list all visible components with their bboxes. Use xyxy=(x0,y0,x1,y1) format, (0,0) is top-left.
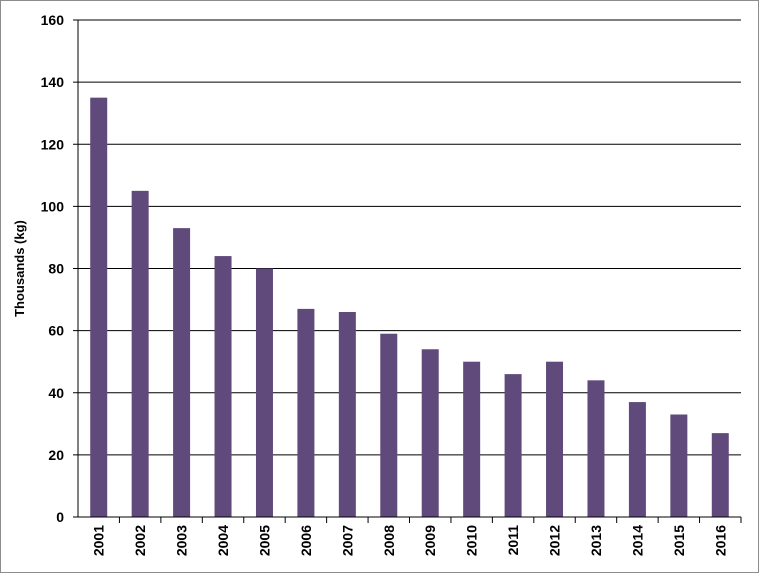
x-tick-label: 2015 xyxy=(671,525,687,556)
x-tick-label: 2007 xyxy=(339,525,355,556)
bar-2016 xyxy=(711,433,729,517)
x-tick-label: 2006 xyxy=(298,525,314,556)
axes xyxy=(73,19,742,523)
y-axis-label: Thousands (kg) xyxy=(12,220,27,317)
x-tick-label: 2004 xyxy=(215,525,231,556)
bar-2013 xyxy=(587,380,605,517)
x-tick-label: 2013 xyxy=(588,525,604,556)
y-tick-label: 160 xyxy=(41,12,65,28)
bar-2012 xyxy=(546,361,564,517)
bar-2001 xyxy=(90,97,108,517)
x-tick-label: 2002 xyxy=(132,525,148,556)
x-tick-label: 2005 xyxy=(256,525,272,556)
y-tick-label: 0 xyxy=(56,509,64,525)
x-tick-label: 2012 xyxy=(547,525,563,556)
y-tick-label: 120 xyxy=(41,136,65,152)
bar-2003 xyxy=(173,228,191,517)
x-tick-label: 2011 xyxy=(505,525,521,556)
y-tick-label: 20 xyxy=(48,447,64,463)
y-tick-label: 40 xyxy=(48,385,64,401)
bar-2009 xyxy=(421,349,439,517)
bar-2011 xyxy=(504,374,522,517)
y-tick-labels: 0 20 40 60 80 100 120 140 160 xyxy=(41,12,65,525)
bar-2008 xyxy=(380,333,398,517)
bar-2002 xyxy=(131,190,149,517)
y-tick-label: 80 xyxy=(48,261,64,277)
x-tick-label: 2010 xyxy=(464,525,480,556)
bar-2014 xyxy=(628,402,646,517)
y-tick-label: 140 xyxy=(41,74,65,90)
bars xyxy=(90,97,729,517)
x-tick-label: 2003 xyxy=(174,525,190,556)
y-tick-label: 100 xyxy=(41,198,65,214)
x-tick-label: 2009 xyxy=(422,525,438,556)
bar-2006 xyxy=(297,308,315,517)
bar-2004 xyxy=(214,256,232,517)
bar-2005 xyxy=(255,268,273,517)
x-tick-label: 2016 xyxy=(712,525,728,556)
x-tick-label: 2014 xyxy=(629,525,645,556)
x-tick-label: 2001 xyxy=(91,525,107,556)
x-tick-labels: 2001 2002 2003 2004 2005 2006 2007 2008 2009 2010… xyxy=(91,525,729,556)
bar-2007 xyxy=(338,311,356,517)
bar-2015 xyxy=(670,414,688,517)
x-tick-label: 2008 xyxy=(381,525,397,556)
y-tick-label: 60 xyxy=(48,323,64,339)
bar-2010 xyxy=(463,361,481,517)
